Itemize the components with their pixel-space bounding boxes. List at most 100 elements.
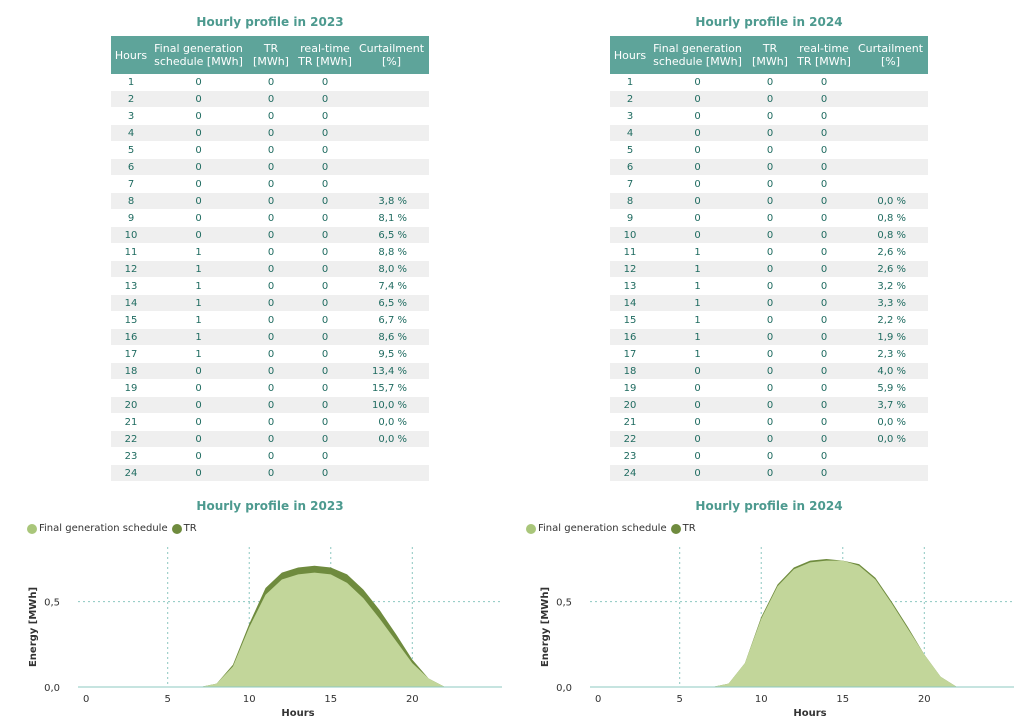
header-realtime-tr: real-time TR [MWh] [296, 36, 354, 74]
curtailment-cell [853, 90, 928, 108]
table-title-2023: Hourly profile in 2023 [196, 15, 344, 29]
realtime-tr-cell: 0 [795, 209, 853, 227]
curtailment-cell [354, 447, 429, 465]
curtailment-cell: 0,8 % [853, 226, 928, 244]
final-generation-cell: 0 [151, 413, 246, 431]
curtailment-cell [853, 158, 928, 176]
tr-cell: 0 [745, 141, 795, 159]
final-generation-cell: 0 [650, 362, 745, 380]
realtime-tr-cell: 0 [296, 107, 354, 125]
x-axis-title: Hours [793, 708, 826, 719]
realtime-tr-cell: 0 [296, 175, 354, 193]
hours-cell: 18 [111, 362, 151, 380]
header-curtailment: Curtailment [%] [354, 36, 429, 74]
curtailment-cell: 10,0 % [354, 396, 429, 414]
table-row: 10 0 0 0 6,5 % [111, 226, 429, 244]
header-tr: TR [MWh] [745, 36, 795, 74]
final-generation-cell: 0 [650, 74, 745, 91]
legend-item-final-generation-schedule[interactable]: Final generation schedule [526, 523, 667, 534]
series-area-final-generation-schedule[interactable] [712, 560, 957, 687]
hours-cell: 17 [610, 345, 650, 363]
tr-cell: 0 [246, 430, 296, 448]
hours-cell: 14 [610, 294, 650, 312]
table-row: 13 1 0 0 3,2 % [610, 277, 928, 295]
legend-label: TR [682, 523, 696, 534]
hours-cell: 5 [111, 141, 151, 159]
legend-label: Final generation schedule [39, 523, 168, 534]
header-realtime-tr: real-time TR [MWh] [795, 36, 853, 74]
table-row: 19 0 0 0 15,7 % [111, 379, 429, 397]
table-row: 18 0 0 0 4,0 % [610, 362, 928, 380]
y-tick-label: 0,5 [556, 598, 572, 609]
hours-cell: 2 [610, 90, 650, 108]
hours-cell: 15 [111, 311, 151, 329]
final-generation-cell: 0 [151, 396, 246, 414]
final-generation-cell: 0 [650, 192, 745, 210]
tr-cell: 0 [246, 362, 296, 380]
tr-cell: 0 [246, 464, 296, 482]
tr-cell: 0 [745, 124, 795, 142]
y-axis-title: Energy [MWh] [540, 587, 551, 667]
tr-cell: 0 [246, 158, 296, 176]
final-generation-cell: 0 [650, 107, 745, 125]
hours-cell: 11 [111, 243, 151, 261]
hours-cell: 16 [610, 328, 650, 346]
curtailment-cell [853, 124, 928, 142]
curtailment-cell: 0,0 % [354, 430, 429, 448]
legend-label: TR [183, 523, 197, 534]
legend-item-tr[interactable]: TR [171, 523, 197, 534]
curtailment-cell: 2,3 % [853, 345, 928, 363]
realtime-tr-cell: 0 [795, 90, 853, 108]
final-generation-cell: 0 [151, 175, 246, 193]
hours-cell: 16 [111, 328, 151, 346]
final-generation-cell: 0 [650, 209, 745, 227]
curtailment-cell [853, 447, 928, 465]
table-row: 10 0 0 0 0,8 % [610, 226, 928, 244]
curtailment-cell: 0,0 % [853, 413, 928, 431]
tr-cell: 0 [246, 396, 296, 414]
tr-cell: 0 [745, 90, 795, 108]
hours-cell: 8 [111, 192, 151, 210]
hours-cell: 21 [111, 413, 151, 431]
realtime-tr-cell: 0 [296, 311, 354, 329]
tr-cell: 0 [745, 413, 795, 431]
x-tick-label: 10 [243, 694, 256, 705]
curtailment-cell: 5,9 % [853, 379, 928, 397]
realtime-tr-cell: 0 [795, 124, 853, 142]
tr-cell: 0 [745, 362, 795, 380]
final-generation-cell: 1 [151, 277, 246, 295]
realtime-tr-cell: 0 [296, 396, 354, 414]
final-generation-cell: 0 [151, 226, 246, 244]
final-generation-cell: 1 [650, 260, 745, 278]
legend-item-tr[interactable]: TR [670, 523, 696, 534]
curtailment-cell [354, 175, 429, 193]
curtailment-cell [354, 74, 429, 91]
x-tick-label: 0 [83, 694, 89, 705]
realtime-tr-cell: 0 [795, 74, 853, 91]
realtime-tr-cell: 0 [795, 379, 853, 397]
final-generation-cell: 0 [650, 90, 745, 108]
realtime-tr-cell: 0 [296, 124, 354, 142]
hours-cell: 1 [610, 74, 650, 91]
realtime-tr-cell: 0 [296, 243, 354, 261]
table-row: 8 0 0 0 0,0 % [610, 192, 928, 210]
final-generation-cell: 1 [151, 294, 246, 312]
final-generation-cell: 0 [151, 141, 246, 159]
legend-item-final-generation-schedule[interactable]: Final generation schedule [27, 523, 168, 534]
hours-cell: 14 [111, 294, 151, 312]
table-row: 9 0 0 0 8,1 % [111, 209, 429, 227]
tr-cell: 0 [745, 260, 795, 278]
realtime-tr-cell: 0 [795, 107, 853, 125]
final-generation-cell: 0 [650, 175, 745, 193]
series-area-final-generation-schedule[interactable] [200, 572, 445, 687]
realtime-tr-cell: 0 [296, 192, 354, 210]
tr-cell: 0 [246, 277, 296, 295]
tr-cell: 0 [246, 328, 296, 346]
hours-cell: 17 [111, 345, 151, 363]
table-row: 8 0 0 0 3,8 % [111, 192, 429, 210]
